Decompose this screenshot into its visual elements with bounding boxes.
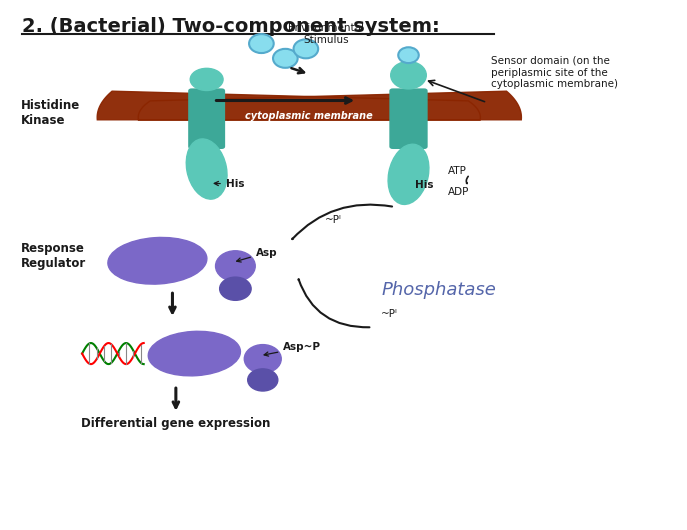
FancyBboxPatch shape <box>390 89 410 149</box>
Ellipse shape <box>190 68 223 91</box>
Circle shape <box>273 49 297 68</box>
Circle shape <box>293 39 318 58</box>
Ellipse shape <box>186 139 227 199</box>
Text: His: His <box>416 180 434 190</box>
Text: Sensor domain (on the
periplasmic site of the
cytoplasmic membrane): Sensor domain (on the periplasmic site o… <box>491 56 618 89</box>
Circle shape <box>398 47 419 63</box>
Text: ADP: ADP <box>447 187 469 197</box>
Text: ~Pᴵ: ~Pᴵ <box>381 308 398 319</box>
Text: 2. (Bacterial) Two-component system:: 2. (Bacterial) Two-component system: <box>22 17 440 36</box>
Text: ATP: ATP <box>447 166 466 176</box>
Ellipse shape <box>108 237 207 284</box>
Text: cytoplasmic membrane: cytoplasmic membrane <box>245 111 373 121</box>
Ellipse shape <box>245 344 281 373</box>
FancyArrowPatch shape <box>292 205 392 239</box>
Text: Phosphatase: Phosphatase <box>381 281 496 299</box>
Ellipse shape <box>248 369 278 391</box>
Polygon shape <box>97 91 521 120</box>
Text: Asp: Asp <box>236 248 278 262</box>
Text: Differential gene expression: Differential gene expression <box>81 417 271 430</box>
Text: Asp~P: Asp~P <box>264 342 322 356</box>
Ellipse shape <box>388 144 429 205</box>
FancyBboxPatch shape <box>407 89 428 149</box>
Text: Environmental
Stimulus: Environmental Stimulus <box>289 23 364 45</box>
FancyArrowPatch shape <box>466 176 469 183</box>
Ellipse shape <box>220 277 251 301</box>
FancyArrowPatch shape <box>299 279 370 328</box>
Ellipse shape <box>148 331 240 376</box>
FancyBboxPatch shape <box>188 89 209 149</box>
Circle shape <box>249 34 273 53</box>
Ellipse shape <box>216 251 256 281</box>
Text: Response
Regulator: Response Regulator <box>21 242 86 270</box>
FancyBboxPatch shape <box>205 89 225 149</box>
Text: ~Pᴵ: ~Pᴵ <box>325 215 341 225</box>
Text: His: His <box>214 179 245 189</box>
Text: Histidine
Kinase: Histidine Kinase <box>21 99 80 127</box>
Ellipse shape <box>391 61 427 89</box>
